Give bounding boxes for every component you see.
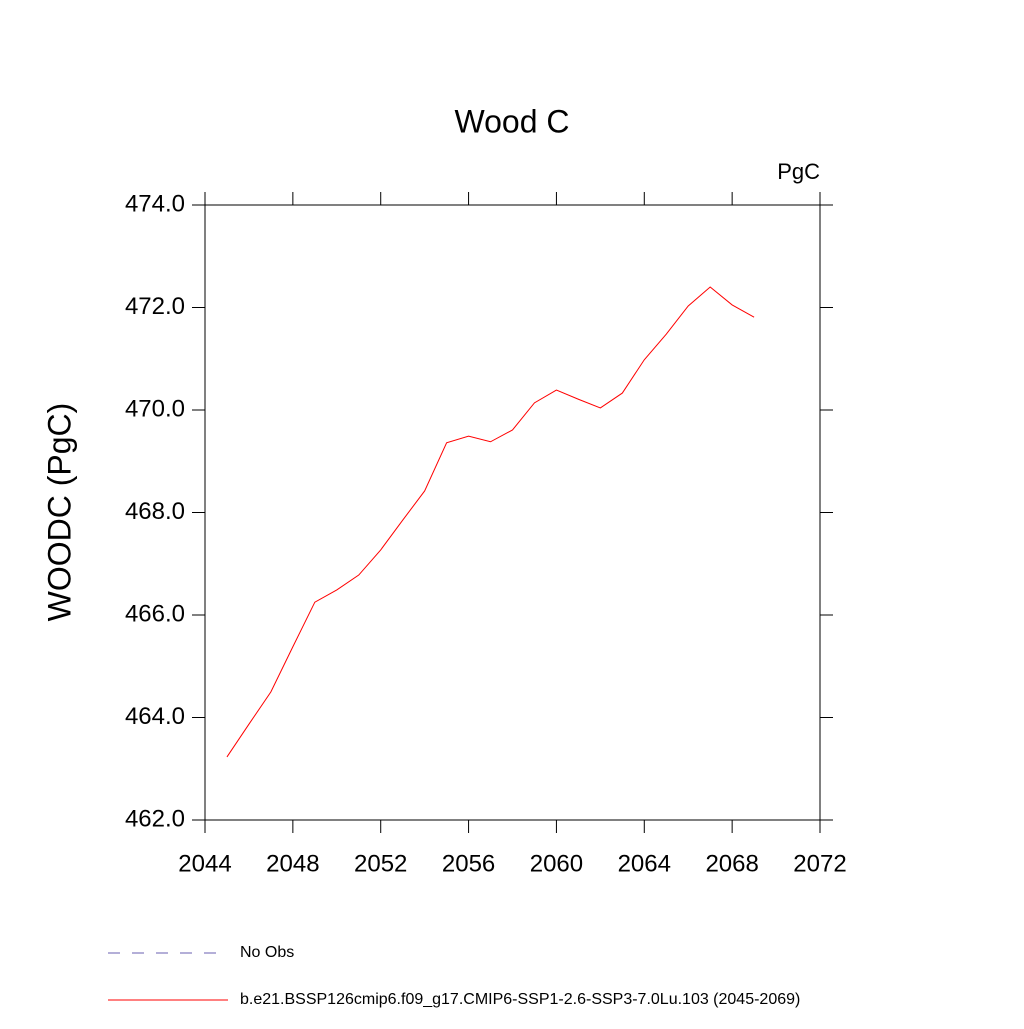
y-tick-label: 474.0 <box>125 190 185 217</box>
x-tick-label: 2044 <box>178 850 231 877</box>
y-tick-label: 472.0 <box>125 293 185 320</box>
data-line <box>226 286 755 758</box>
y-tick-label: 466.0 <box>125 600 185 627</box>
units-label: PgC <box>777 159 820 184</box>
legend-label: b.e21.BSSP126cmip6.f09_g17.CMIP6-SSP1-2.… <box>240 991 800 1008</box>
x-tick-label: 2060 <box>530 850 583 877</box>
x-tick-label: 2056 <box>442 850 495 877</box>
x-tick-label: 2052 <box>354 850 407 877</box>
legend-label: No Obs <box>240 944 294 961</box>
y-tick-label: 468.0 <box>125 498 185 525</box>
x-tick-label: 2048 <box>266 850 319 877</box>
y-tick-label: 470.0 <box>125 395 185 422</box>
y-tick-label: 464.0 <box>125 703 185 730</box>
x-tick-label: 2064 <box>618 850 671 877</box>
chart-title: Wood C <box>454 103 569 139</box>
y-tick-label: 462.0 <box>125 805 185 832</box>
y-axis-label: WOODC (PgC) <box>41 403 77 622</box>
x-tick-label: 2068 <box>705 850 758 877</box>
x-tick-label: 2072 <box>793 850 846 877</box>
plot-frame <box>204 204 821 821</box>
